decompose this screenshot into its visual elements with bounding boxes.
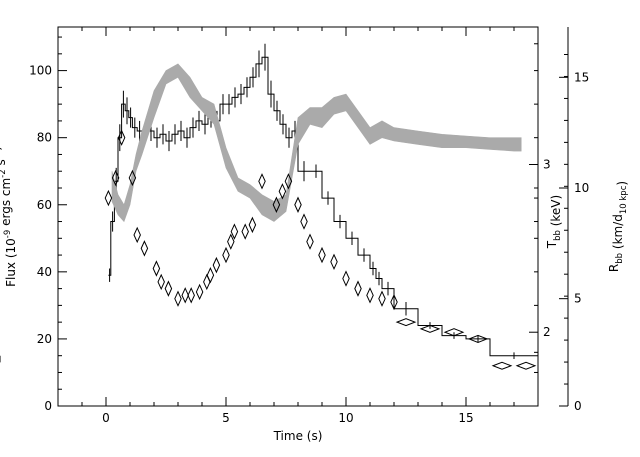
temperature-point	[491, 361, 513, 370]
temperature-point	[300, 213, 308, 230]
flux-lightcurve	[108, 56, 539, 359]
temperature-point	[164, 280, 173, 297]
temperature-point	[443, 328, 465, 337]
temperature-point	[152, 260, 161, 277]
temperature-point	[230, 223, 239, 240]
temperature-point	[284, 173, 293, 190]
temperature-point	[294, 196, 302, 213]
y-tick-label: 40	[37, 265, 52, 279]
temperature-point	[133, 226, 141, 244]
temperature-axis-title: Tbb (keV)	[545, 195, 563, 249]
temperature-point	[140, 240, 149, 257]
temperature-point	[390, 293, 398, 311]
temperature-point	[272, 196, 281, 213]
temperature-point	[128, 169, 137, 187]
temperature-tick-label: 2	[543, 325, 551, 339]
temperature-tick-label: 3	[543, 158, 551, 172]
temperature-point	[330, 253, 338, 270]
temperature-point	[248, 216, 257, 234]
y-tick-label: 80	[37, 131, 52, 145]
temperature-point	[212, 256, 221, 274]
temperature-point	[174, 290, 182, 307]
x-tick-label: 0	[102, 411, 110, 425]
temperature-point	[378, 290, 386, 307]
temperature-point	[395, 318, 417, 327]
temperature-point	[318, 246, 326, 264]
temperature-point	[227, 233, 235, 250]
temperature-point	[278, 183, 287, 200]
radius-tick-label: 15	[574, 70, 589, 84]
y-tick-label: 0	[44, 399, 52, 413]
radius-axis-title: Rbb (km/d10 kpc)	[607, 181, 629, 272]
x-tick-label: 10	[338, 411, 353, 425]
radius-tick-label: 5	[574, 292, 582, 306]
temperature-point	[104, 189, 113, 207]
temperature-point	[111, 169, 120, 187]
temperature-point	[419, 324, 441, 333]
y-tick-label: 20	[37, 332, 52, 346]
temperature-point	[241, 223, 249, 240]
temperature-point	[222, 246, 230, 264]
temperature-point	[181, 287, 189, 304]
radius-tick-label: 0	[574, 399, 582, 413]
temperature-point	[515, 361, 537, 370]
radius-band	[111, 63, 522, 223]
plot-frame	[57, 26, 539, 407]
temperature-point	[258, 173, 266, 190]
temperature-point	[366, 287, 374, 304]
temperature-point	[467, 334, 489, 343]
radius-tick-label: 10	[574, 181, 589, 195]
temperature-point	[342, 270, 350, 287]
temperature-point	[157, 273, 165, 291]
y-tick-label: 60	[37, 198, 52, 212]
x-tick-label: 15	[458, 411, 473, 425]
temperature-point	[354, 280, 362, 297]
x-tick-label: 5	[222, 411, 230, 425]
temperature-point	[206, 266, 215, 284]
y-axis-title: Flux (10-9 ergs cm-2 s-1)	[0, 146, 18, 287]
temperature-point	[306, 233, 314, 250]
temperature-point	[187, 287, 195, 304]
temperature-point	[117, 129, 126, 146]
temperature-point	[203, 273, 211, 291]
plot-layer	[0, 43, 539, 370]
temperature-point	[195, 283, 204, 301]
x-axis-title: Time (s)	[273, 429, 323, 443]
y-tick-label: 100	[29, 64, 52, 78]
axes-layer: 0 5 10 15 0 20 40 60 80 100 2 3 0 5 10 15 Time (s) Flux (…	[0, 26, 629, 443]
